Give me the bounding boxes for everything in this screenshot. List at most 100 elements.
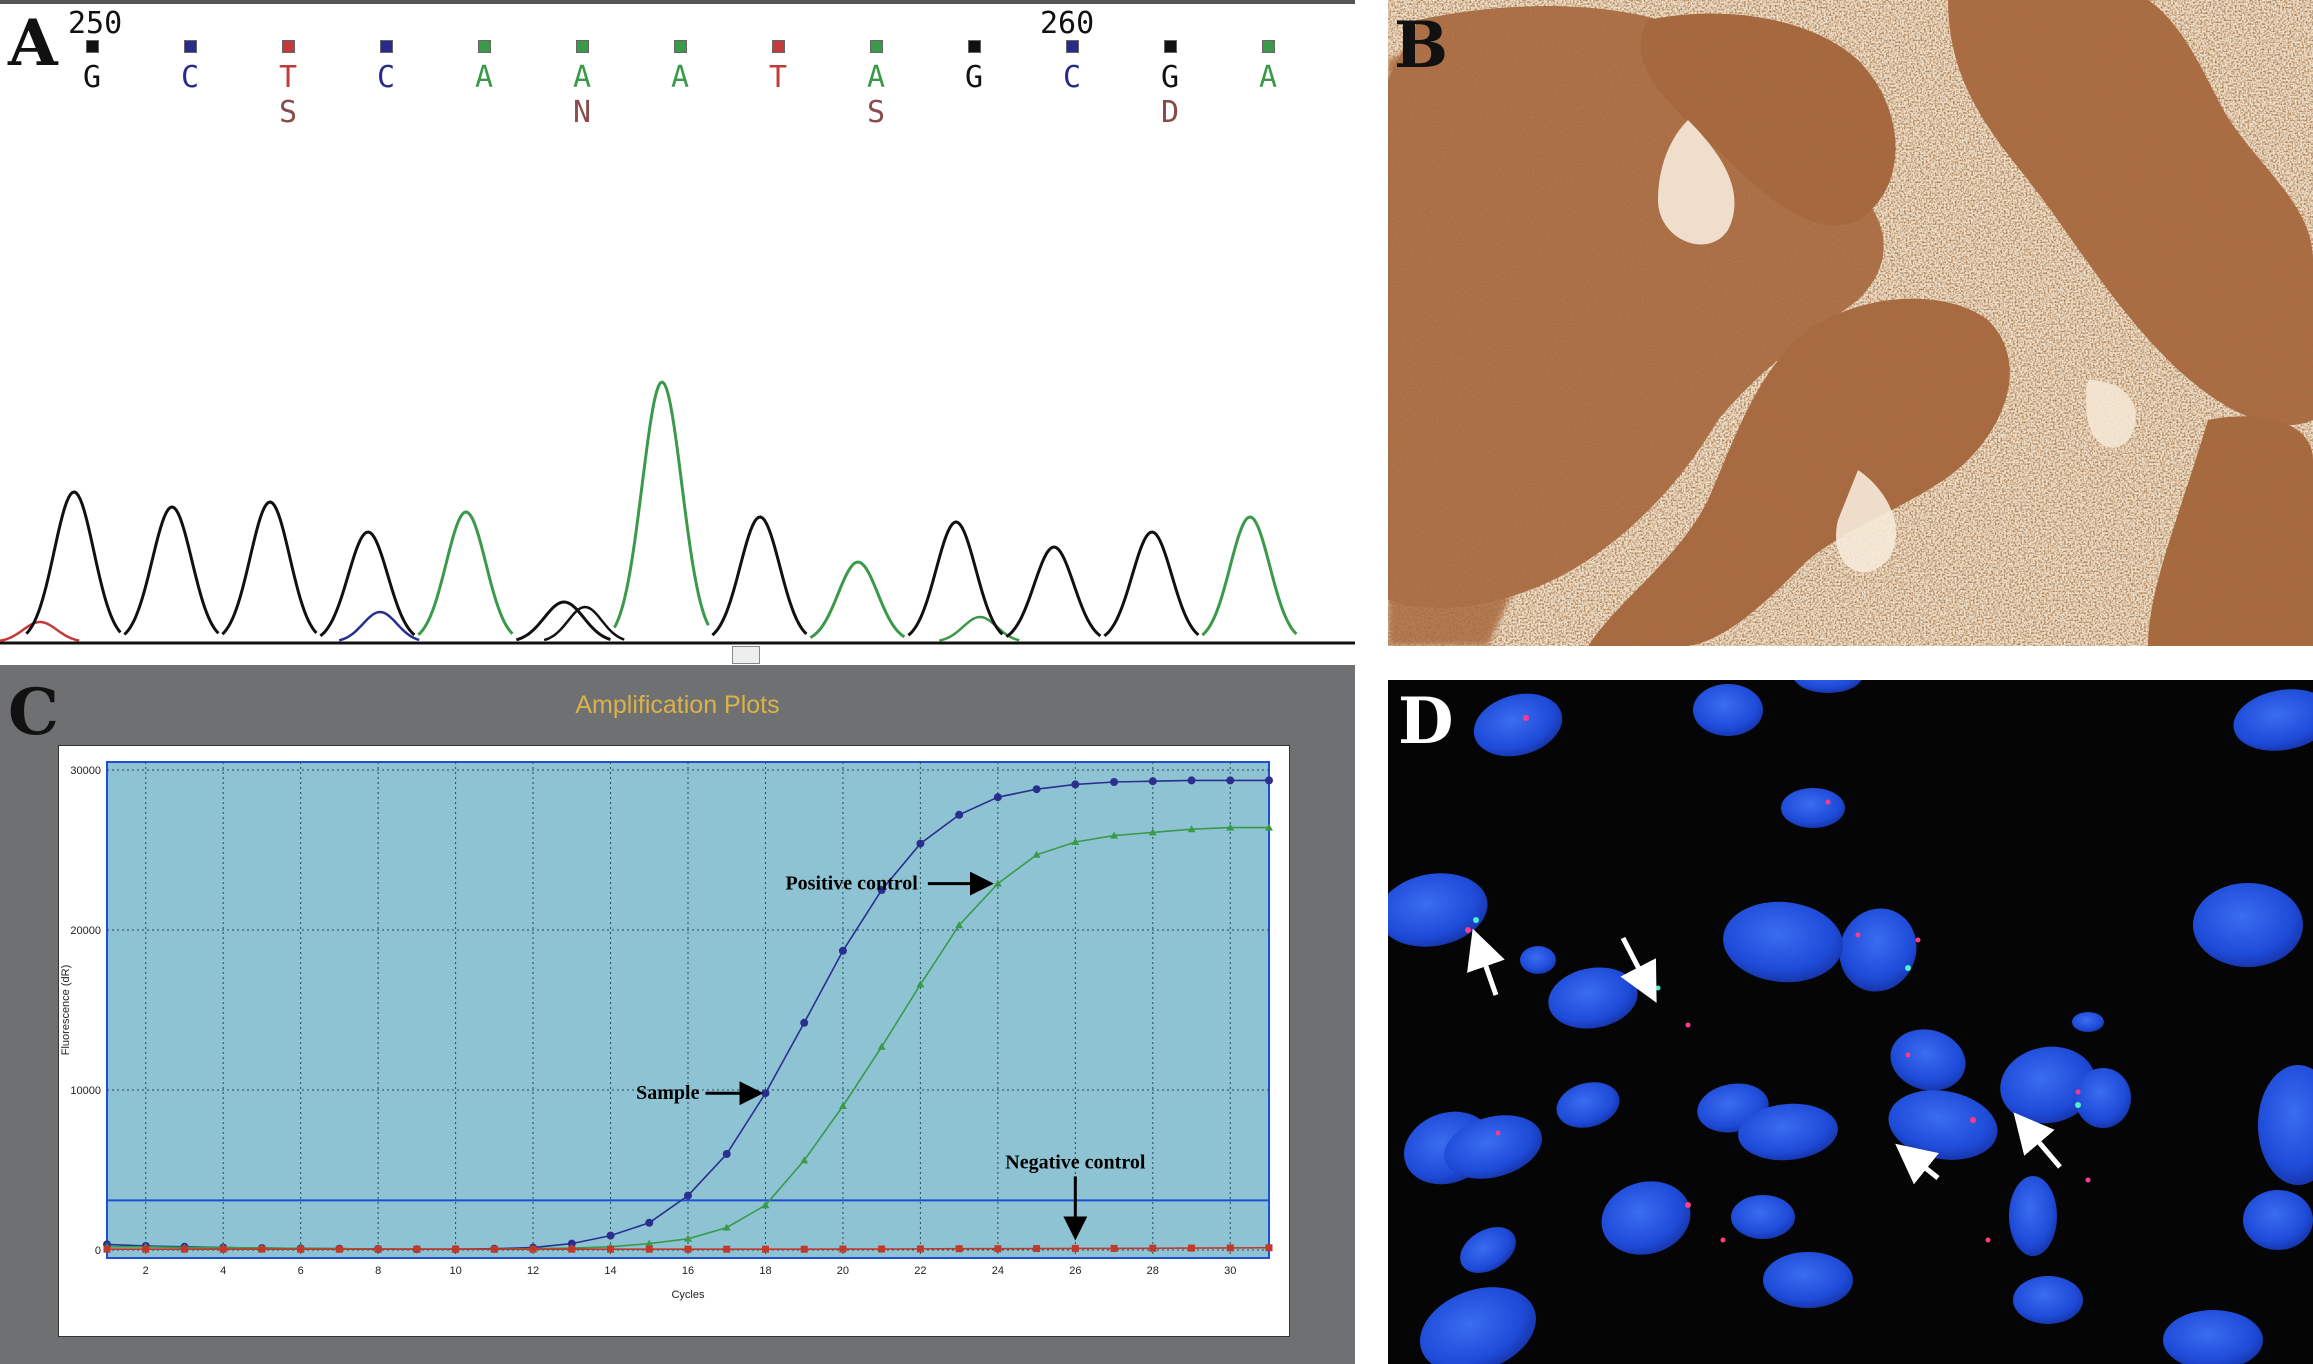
x-tick-label: 22 [914, 1265, 926, 1277]
data-point [955, 1245, 963, 1253]
data-point [1149, 1244, 1157, 1252]
x-tick-label: 4 [220, 1265, 226, 1277]
base-call: C [1052, 40, 1092, 96]
quality-marker [1163, 40, 1177, 53]
base-letter: A [670, 60, 690, 95]
y-tick-label: 10000 [70, 1085, 101, 1097]
data-point [568, 1245, 576, 1253]
chromatogram-peak [613, 380, 710, 629]
chromatogram-peak [809, 560, 906, 639]
x-tick-label: 8 [375, 1265, 381, 1277]
data-point [955, 810, 964, 819]
x-tick-label: 10 [449, 1265, 461, 1277]
data-point [877, 886, 886, 894]
data-point [955, 921, 964, 929]
ambiguity-letter: S [278, 95, 298, 130]
base-letter: C [376, 60, 396, 95]
chromatogram-trace [0, 380, 1355, 645]
ambiguity-letter: D [1160, 95, 1180, 130]
data-point [1148, 828, 1157, 836]
data-point [838, 1102, 847, 1109]
data-point [1071, 780, 1080, 789]
data-point [838, 946, 847, 955]
top-border [0, 0, 1355, 4]
data-point [684, 1234, 692, 1242]
quality-marker [183, 40, 197, 53]
base-letter: T [278, 60, 298, 95]
y-tick-label: 20000 [70, 925, 101, 937]
data-point [877, 1042, 886, 1050]
x-tick-label: 14 [604, 1265, 616, 1277]
panel-d-fish-micrograph: D [1388, 680, 2313, 1364]
data-point [800, 1156, 809, 1164]
y-tick-label: 30000 [70, 765, 101, 777]
quality-marker [575, 40, 589, 53]
panel-label-a: A [8, 6, 58, 81]
secondary-peak [938, 615, 1020, 642]
data-point [142, 1245, 150, 1253]
base-letter: A [1258, 60, 1278, 95]
data-point [607, 1245, 615, 1253]
x-tick-label: 28 [1147, 1265, 1159, 1277]
data-point [1187, 776, 1196, 785]
position-label-260: 260 [1040, 6, 1095, 41]
quality-marker [379, 40, 393, 53]
quality-marker [85, 40, 99, 53]
chromatogram-peak [1005, 545, 1102, 638]
chromatogram-peak [123, 505, 220, 636]
data-point [1110, 778, 1119, 786]
x-tick-label: 12 [527, 1265, 539, 1277]
x-tick-label: 26 [1069, 1265, 1081, 1277]
plot-frame: 2 4 6 8 10 12 14 16 18 20 22 24 26 28 30 0 10000 20000 300… [58, 745, 1290, 1337]
data-point [1148, 777, 1157, 786]
quality-marker [477, 40, 491, 53]
x-tick-label: 2 [143, 1265, 149, 1277]
data-point [916, 980, 925, 988]
quality-marker [673, 40, 687, 53]
chromatogram-peak [25, 490, 122, 635]
data-point [219, 1245, 227, 1253]
x-axis-label: Cycles [671, 1289, 705, 1301]
base-call: A [1248, 40, 1288, 96]
panel-label-d: D [1398, 684, 1454, 759]
base-letter: C [180, 60, 200, 95]
chromatogram-peak [319, 530, 416, 638]
secondary-peak [338, 610, 420, 642]
data-point [297, 1245, 305, 1253]
data-point [839, 1245, 847, 1253]
chromatogram-peak [1201, 515, 1298, 637]
data-point [878, 1245, 886, 1253]
data-point [916, 1245, 924, 1253]
data-point [1265, 1244, 1273, 1252]
data-point [761, 1201, 770, 1209]
y-tick-label: 0 [95, 1245, 101, 1257]
scroll-handle[interactable] [732, 646, 760, 664]
data-point [606, 1231, 615, 1240]
ambiguity-letter: N [572, 95, 592, 130]
fish-image [1388, 680, 2313, 1364]
annotation-label: Positive control [785, 873, 918, 895]
base-letter: A [572, 60, 592, 95]
base-letter: G [82, 60, 102, 95]
x-tick-label: 20 [837, 1265, 849, 1277]
data-point [335, 1245, 343, 1253]
data-point [452, 1245, 460, 1253]
data-point [490, 1245, 498, 1253]
data-point [374, 1245, 382, 1253]
chromatogram-peak [221, 500, 318, 636]
base-letter: C [1062, 60, 1082, 95]
amplification-chart: 2 4 6 8 10 12 14 16 18 20 22 24 26 28 3001000020000300… [60, 761, 1273, 1301]
annotation-label: Sample [636, 1082, 699, 1104]
data-point [993, 879, 1002, 887]
base-call: C [170, 40, 210, 96]
x-tick-label: 6 [298, 1265, 304, 1277]
chromatogram-peak [907, 520, 1004, 637]
data-point [1071, 1244, 1079, 1252]
base-call: G [954, 40, 994, 96]
data-point [1188, 1244, 1196, 1252]
panel-label-c: C [8, 675, 59, 750]
data-point [1071, 838, 1080, 845]
data-point [722, 1150, 731, 1158]
